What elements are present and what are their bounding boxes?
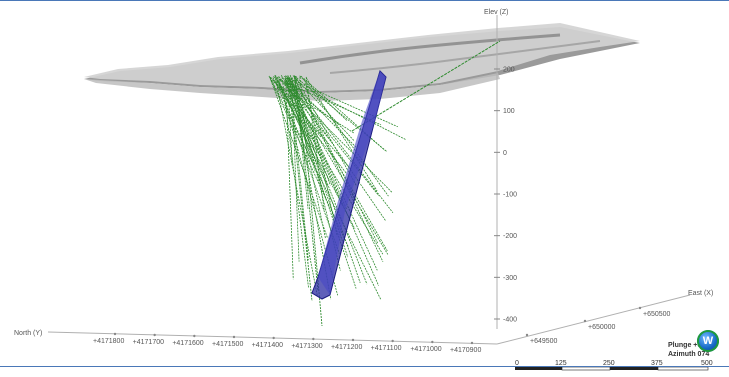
elev-tick-label: 200 [503, 67, 515, 74]
drillhole-trace[interactable] [284, 75, 398, 128]
north-tick-label: +4171200 [331, 344, 362, 351]
north-tick-label: +4171400 [252, 342, 283, 349]
ore-body-side [318, 71, 386, 295]
elev-tick-label: -400 [503, 317, 517, 324]
ore-body[interactable] [311, 70, 387, 300]
surface-ridge [299, 33, 561, 65]
east-tick-label: +649500 [530, 338, 558, 345]
drillhole-trace[interactable] [299, 75, 348, 122]
north-tick-mark [193, 334, 196, 338]
elev-tick-label: -300 [503, 275, 517, 282]
drillhole-trace[interactable] [296, 78, 357, 186]
drillhole-trace[interactable] [286, 77, 349, 258]
east-axis: East (X) +649500 +650000 +650500 [496, 290, 713, 345]
drillhole-trace[interactable] [285, 78, 294, 280]
drillhole-trace[interactable] [293, 77, 384, 263]
scale-bar-label: 0 [515, 360, 519, 367]
north-tick-mark [232, 335, 236, 339]
east-axis-title: East (X) [688, 290, 713, 297]
drillhole-trace[interactable] [281, 77, 309, 288]
drillhole-trace[interactable] [272, 79, 351, 169]
compass-letter: W [702, 335, 714, 347]
elev-tick-label: 0 [503, 150, 507, 157]
drillhole-trace[interactable] [285, 80, 343, 206]
scale-bar-label: 375 [651, 360, 663, 367]
north-tick-label: +4171700 [133, 339, 164, 346]
drillhole-trace[interactable] [303, 78, 386, 151]
north-tick-mark [153, 333, 156, 337]
east-tick-label: +650000 [588, 324, 616, 331]
drillhole-fan[interactable] [268, 74, 407, 327]
plunge-label: Plunge +04 [668, 342, 706, 349]
surface-ridge-2 [329, 40, 601, 74]
drillhole-trace[interactable] [275, 78, 384, 255]
drillhole-trace[interactable] [270, 79, 355, 134]
drillhole-trace[interactable] [269, 77, 328, 238]
north-axis: North (Y) +4171800 +4171700 +4171600 +41715… [14, 330, 498, 354]
east-tick-mark [638, 306, 642, 310]
elev-tick-label: 100 [503, 108, 515, 115]
north-tick-mark [470, 341, 474, 345]
viewport-divider [0, 366, 729, 367]
drillhole-trace[interactable] [269, 77, 382, 300]
north-tick-label: +4170900 [450, 347, 481, 354]
drillhole-trace[interactable] [286, 80, 380, 197]
topography-surface [84, 23, 640, 101]
drillhole-trace[interactable] [286, 77, 407, 141]
north-tick-label: +4171100 [371, 345, 402, 352]
drillhole-trace[interactable] [285, 77, 368, 285]
scale-bar-label: 250 [603, 360, 615, 367]
drillhole-trace[interactable] [300, 75, 389, 197]
scale-bar-label: 500 [701, 360, 713, 367]
drillhole-trace[interactable] [295, 75, 319, 292]
north-tick-label: +4171600 [172, 340, 203, 347]
north-tick-mark [272, 336, 275, 340]
north-tick-mark [391, 339, 394, 343]
north-axis-title: North (Y) [14, 330, 42, 337]
drillhole-trace[interactable] [270, 76, 348, 175]
scale-bar: 0 125 250 375 500 [515, 360, 713, 371]
drillhole-trace[interactable] [294, 75, 387, 152]
drillhole-trace[interactable] [275, 77, 382, 126]
north-tick-label: +4171300 [291, 343, 322, 350]
drillhole-trace[interactable] [306, 77, 378, 192]
drillhole-trace[interactable] [288, 77, 361, 283]
surface-front [84, 73, 500, 101]
drillhole-long[interactable] [351, 40, 501, 132]
drillhole-trace[interactable] [279, 80, 393, 193]
east-tick-label: +650500 [643, 311, 671, 318]
north-tick-mark [431, 340, 434, 344]
compass-icon[interactable]: W [697, 330, 719, 352]
north-tick-mark [351, 338, 355, 342]
north-tick-label: +4171800 [93, 338, 124, 345]
north-tick-mark [113, 332, 117, 336]
drillhole-trace[interactable] [287, 76, 394, 214]
north-tick-label: +4171000 [410, 346, 441, 353]
drillhole-trace[interactable] [294, 77, 378, 244]
drillhole-trace[interactable] [285, 75, 387, 222]
elev-tick-label: -100 [503, 192, 517, 199]
drillhole-trace[interactable] [280, 74, 389, 255]
drillhole-trace[interactable] [294, 75, 309, 209]
east-tick-mark [583, 319, 587, 323]
north-tick-label: +4171500 [212, 341, 243, 348]
drillhole-trace[interactable] [278, 76, 334, 145]
drillhole-trace[interactable] [287, 77, 388, 252]
elev-tick-label: -200 [503, 233, 517, 240]
elev-axis-title: Elev (Z) [484, 9, 509, 16]
elev-axis: Elev (Z) 200 100 0 -100 -200 -300 -400 [484, 9, 517, 329]
scale-bar-label: 125 [555, 360, 567, 367]
drillhole-trace[interactable] [287, 76, 313, 302]
drillhole-trace[interactable] [285, 79, 357, 289]
view-orientation: Plunge +04 Azimuth 074 [668, 341, 709, 359]
drillhole-trace[interactable] [289, 80, 378, 271]
north-tick-mark [312, 337, 315, 341]
east-tick-mark [525, 333, 529, 337]
drillhole-trace[interactable] [272, 77, 320, 156]
drillhole-trace[interactable] [291, 77, 326, 239]
azimuth-label: Azimuth 074 [668, 351, 710, 358]
